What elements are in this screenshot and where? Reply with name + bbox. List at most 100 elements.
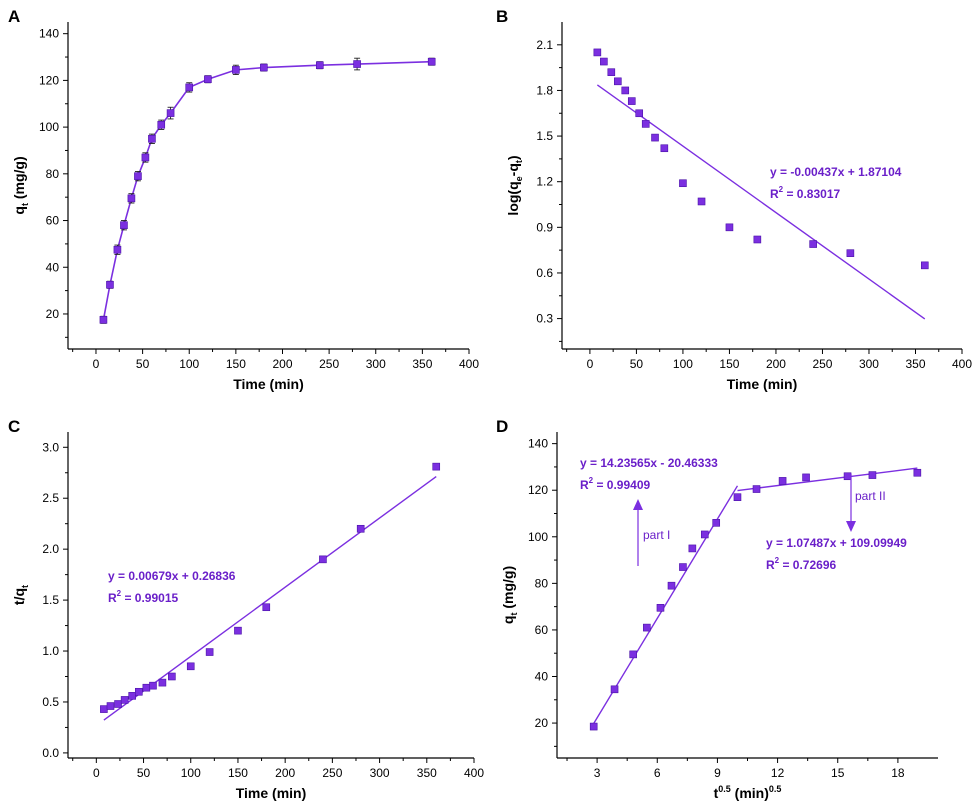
x-tick-label: 0 xyxy=(587,357,594,371)
x-axis-label: Time (min) xyxy=(233,376,304,392)
data-point xyxy=(660,144,669,153)
y-axis-label: t/qt xyxy=(11,585,30,605)
x-tick-label: 0 xyxy=(93,766,100,780)
x-tick-label: 50 xyxy=(630,357,644,371)
fit-equation: y = -0.00437x + 1.87104 xyxy=(770,165,902,179)
data-point xyxy=(589,722,598,731)
panel-d: D 3 6 9 12 15 18 20 40 60 80 100 120 140 t0.5 (min)0.5… xyxy=(496,417,938,801)
part-1-label: part I xyxy=(643,528,670,542)
data-point xyxy=(635,109,644,118)
data-point xyxy=(148,134,156,143)
data-point xyxy=(627,97,636,105)
data-point xyxy=(679,179,687,188)
x-tick-label: 250 xyxy=(319,357,339,371)
x-tick-label: 3 xyxy=(594,766,601,780)
data-point xyxy=(725,223,734,232)
y-axis-label: qt (mg/g) xyxy=(500,566,519,624)
y-tick-label: 2.5 xyxy=(42,491,59,505)
y-tick-label: 0.3 xyxy=(536,312,553,326)
r-squared: R2 = 0.99409 xyxy=(580,476,651,492)
x-tick-label: 6 xyxy=(654,766,661,780)
part-2-label: part II xyxy=(855,489,886,503)
data-point xyxy=(356,524,365,533)
x-tick-label: 400 xyxy=(952,357,972,371)
y-tick-label: 0.0 xyxy=(42,746,59,760)
data-point xyxy=(135,687,143,696)
data-point xyxy=(913,468,922,477)
data-point xyxy=(113,245,122,254)
data-point xyxy=(843,472,852,481)
fit-equation: y = 1.07487x + 109.09949 xyxy=(766,536,907,550)
data-point xyxy=(185,83,194,92)
y-tick-label: 2.1 xyxy=(536,38,553,52)
data-point xyxy=(128,692,137,700)
x-tick-label: 18 xyxy=(891,766,905,780)
x-tick-label: 100 xyxy=(181,766,201,780)
data-point xyxy=(697,197,706,206)
x-tick-label: 200 xyxy=(272,357,292,371)
y-tick-label: 1.8 xyxy=(536,83,553,97)
data-point xyxy=(315,61,324,70)
data-point xyxy=(134,172,142,180)
data-point xyxy=(656,604,665,612)
arrow-up-icon xyxy=(633,499,643,510)
data-point xyxy=(260,63,268,72)
x-tick-label: 15 xyxy=(831,766,845,780)
data-point xyxy=(643,623,651,632)
y-tick-label: 140 xyxy=(528,437,548,451)
x-tick-label: 250 xyxy=(322,766,342,780)
y-tick-label: 100 xyxy=(39,120,59,134)
data-point xyxy=(100,705,108,713)
y-tick-label: 120 xyxy=(39,73,59,87)
data-point xyxy=(166,109,175,117)
x-tick-label: 200 xyxy=(766,357,786,371)
data-point xyxy=(621,86,630,95)
data-point xyxy=(712,519,721,527)
x-tick-label: 400 xyxy=(464,766,484,780)
panel-c: C 0 50 100 150 200 250 300 350 400 0.0 0.5 1.0 1.5 2.0… xyxy=(8,417,484,801)
data-point xyxy=(106,280,114,289)
x-tick-label: 0 xyxy=(93,357,100,371)
data-point xyxy=(353,60,361,68)
y-tick-label: 1.0 xyxy=(42,644,59,658)
data-point xyxy=(752,485,761,493)
fit-equation: y = 14.23565x - 20.46333 xyxy=(580,456,718,470)
data-point xyxy=(846,249,855,257)
data-point xyxy=(427,57,436,66)
y-tick-label: 40 xyxy=(535,670,549,684)
y-tick-label: 100 xyxy=(528,530,548,544)
data-point xyxy=(700,530,709,539)
y-tick-label: 140 xyxy=(39,27,59,41)
data-point xyxy=(319,555,327,564)
y-axis-label: log(qe-qt) xyxy=(505,155,524,215)
x-tick-label: 350 xyxy=(417,766,437,780)
data-point xyxy=(141,153,150,162)
data-point xyxy=(667,581,676,590)
y-tick-label: 1.5 xyxy=(42,593,59,607)
data-point xyxy=(432,462,441,471)
data-point xyxy=(733,493,742,502)
y-tick-label: 80 xyxy=(46,167,60,181)
data-point xyxy=(157,120,166,129)
data-point xyxy=(205,648,214,656)
y-tick-label: 0.5 xyxy=(42,695,59,709)
data-point xyxy=(688,544,697,553)
data-point xyxy=(920,261,929,270)
data-point xyxy=(234,626,242,635)
x-tick-label: 150 xyxy=(228,766,248,780)
panel-label: B xyxy=(496,7,508,26)
y-tick-label: 0.6 xyxy=(536,266,553,280)
y-tick-label: 20 xyxy=(46,307,60,321)
data-point xyxy=(651,133,659,142)
data-point xyxy=(158,678,167,687)
y-tick-label: 2.0 xyxy=(42,542,59,556)
data-point xyxy=(607,68,616,76)
panel-label: D xyxy=(496,417,508,436)
data-point xyxy=(600,57,608,66)
x-tick-label: 100 xyxy=(673,357,693,371)
data-point xyxy=(610,685,619,694)
data-point xyxy=(778,477,787,485)
y-tick-label: 120 xyxy=(528,483,548,497)
r-squared: R2 = 0.99015 xyxy=(108,589,179,605)
y-tick-label: 60 xyxy=(535,623,549,637)
